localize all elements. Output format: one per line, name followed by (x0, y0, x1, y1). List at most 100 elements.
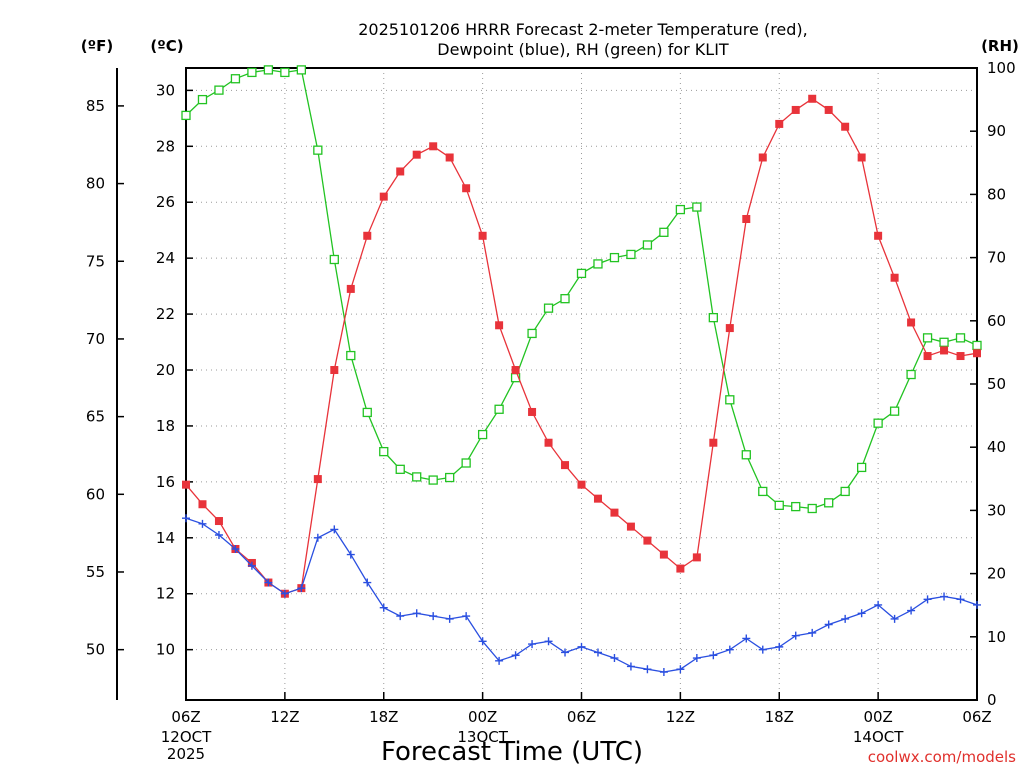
temperature-point (412, 150, 421, 159)
dewpoint-point (412, 609, 421, 618)
temperature-point (363, 231, 372, 240)
rh-point (181, 110, 191, 121)
dewpoint-point (313, 533, 322, 542)
temperature-point (643, 536, 652, 545)
x-axis-title: Forecast Time (UTC) (381, 737, 643, 767)
time-tick-label: 18Z (765, 708, 794, 726)
rh-tick-label: 20 (987, 565, 1006, 583)
rh-point (263, 65, 274, 75)
temperature-point (709, 438, 718, 447)
temperature-point (824, 105, 833, 114)
fahrenheit-unit-label: (ºF) (81, 37, 113, 55)
rh-point (856, 462, 867, 473)
fahrenheit-tick-label: 75 (86, 252, 105, 270)
rh-tick-label: 60 (987, 312, 1006, 330)
celsius-tick-label: 30 (156, 81, 175, 99)
celsius-axis: 30 28 26 24 22 20 18 16 14 12 10 (156, 81, 193, 659)
dewpoint-point (659, 668, 668, 677)
temperature-point (758, 153, 767, 162)
rh-tick-label: 40 (987, 438, 1006, 456)
temperature-point (742, 215, 751, 224)
temperature-point (725, 324, 734, 333)
dewpoint-point (429, 612, 438, 621)
celsius-tick-label: 28 (156, 137, 175, 155)
temperature-point (874, 231, 883, 240)
temperature-point (462, 184, 471, 193)
dewpoint-point (973, 600, 981, 609)
dewpoint-point (808, 628, 817, 637)
dewpoint-point (297, 584, 306, 593)
celsius-unit-label: (ºC) (150, 37, 183, 55)
chart-title-line-2: Dewpoint (blue), RH (green) for KLIT (437, 40, 729, 59)
temperature-point (923, 352, 932, 361)
dewpoint-point (874, 600, 883, 609)
rh-point (379, 446, 389, 457)
date-label: 13OCT (457, 728, 508, 746)
dewpoint-point (956, 595, 965, 604)
dewpoint-point (791, 631, 800, 640)
rh-point (824, 498, 834, 508)
dewpoint-point (742, 634, 751, 643)
rh-point (428, 475, 438, 485)
rh-point (329, 254, 339, 265)
temperature-point (396, 167, 405, 176)
dewpoint-point (676, 665, 685, 674)
temperature-point (214, 517, 223, 526)
dewpoint-point (758, 645, 767, 654)
rh-point (461, 458, 471, 468)
rh-point (214, 85, 224, 95)
dewpoint-point (857, 609, 866, 618)
fahrenheit-tick-label: 55 (86, 563, 105, 581)
dewpoint-point (182, 514, 190, 523)
rh-point (296, 65, 307, 75)
rh-point (889, 406, 900, 416)
temperature-point (956, 352, 965, 361)
dewpoint-point (379, 603, 388, 612)
dewpoint-point (511, 651, 520, 660)
rh-point (593, 259, 603, 269)
date-label: 14OCT (853, 728, 904, 746)
time-tick-label: 12Z (270, 708, 299, 726)
dewpoint-point (280, 589, 289, 598)
rh-point (708, 312, 718, 323)
rh-point (659, 227, 669, 237)
dewpoint-point (643, 665, 652, 674)
fahrenheit-tick-label: 65 (86, 408, 105, 426)
rh-point (560, 294, 570, 304)
temperature-point (429, 142, 438, 151)
gridlines (186, 68, 977, 700)
celsius-tick-label: 14 (156, 529, 175, 547)
dewpoint-point (198, 519, 207, 528)
temperature-point (940, 346, 949, 355)
celsius-tick-label: 10 (156, 641, 175, 659)
rh-point (230, 74, 241, 84)
dewpoint-point (247, 561, 256, 570)
time-tick-label: 00Z (468, 708, 497, 726)
rh-point (642, 240, 653, 250)
temperature-point (495, 321, 504, 330)
rh-tick-label: 10 (987, 628, 1006, 646)
dewpoint-point (544, 637, 553, 646)
rh-tick-label: 80 (987, 185, 1006, 203)
celsius-tick-label: 16 (156, 473, 175, 491)
fahrenheit-tick-label: 70 (86, 330, 105, 348)
celsius-tick-label: 18 (156, 417, 175, 435)
temperature-point (182, 480, 190, 489)
rh-point (922, 333, 933, 343)
celsius-tick-label: 20 (156, 361, 175, 379)
dewpoint-point (528, 640, 537, 649)
rh-point (741, 450, 751, 460)
rh-point (626, 249, 636, 260)
time-tick-label: 12Z (666, 708, 695, 726)
dewpoint-point (940, 592, 949, 601)
fahrenheit-tick-label: 60 (86, 485, 105, 503)
dewpoint-point (593, 648, 602, 657)
temperature-point (907, 318, 916, 327)
fahrenheit-tick-label: 85 (86, 97, 105, 115)
temperature-point (791, 105, 800, 114)
chart-title-line-1: 2025101206 HRRR Forecast 2-meter Tempera… (358, 20, 808, 39)
rh-point (906, 369, 916, 380)
temperature-point (445, 153, 454, 162)
rh-point (609, 252, 620, 263)
